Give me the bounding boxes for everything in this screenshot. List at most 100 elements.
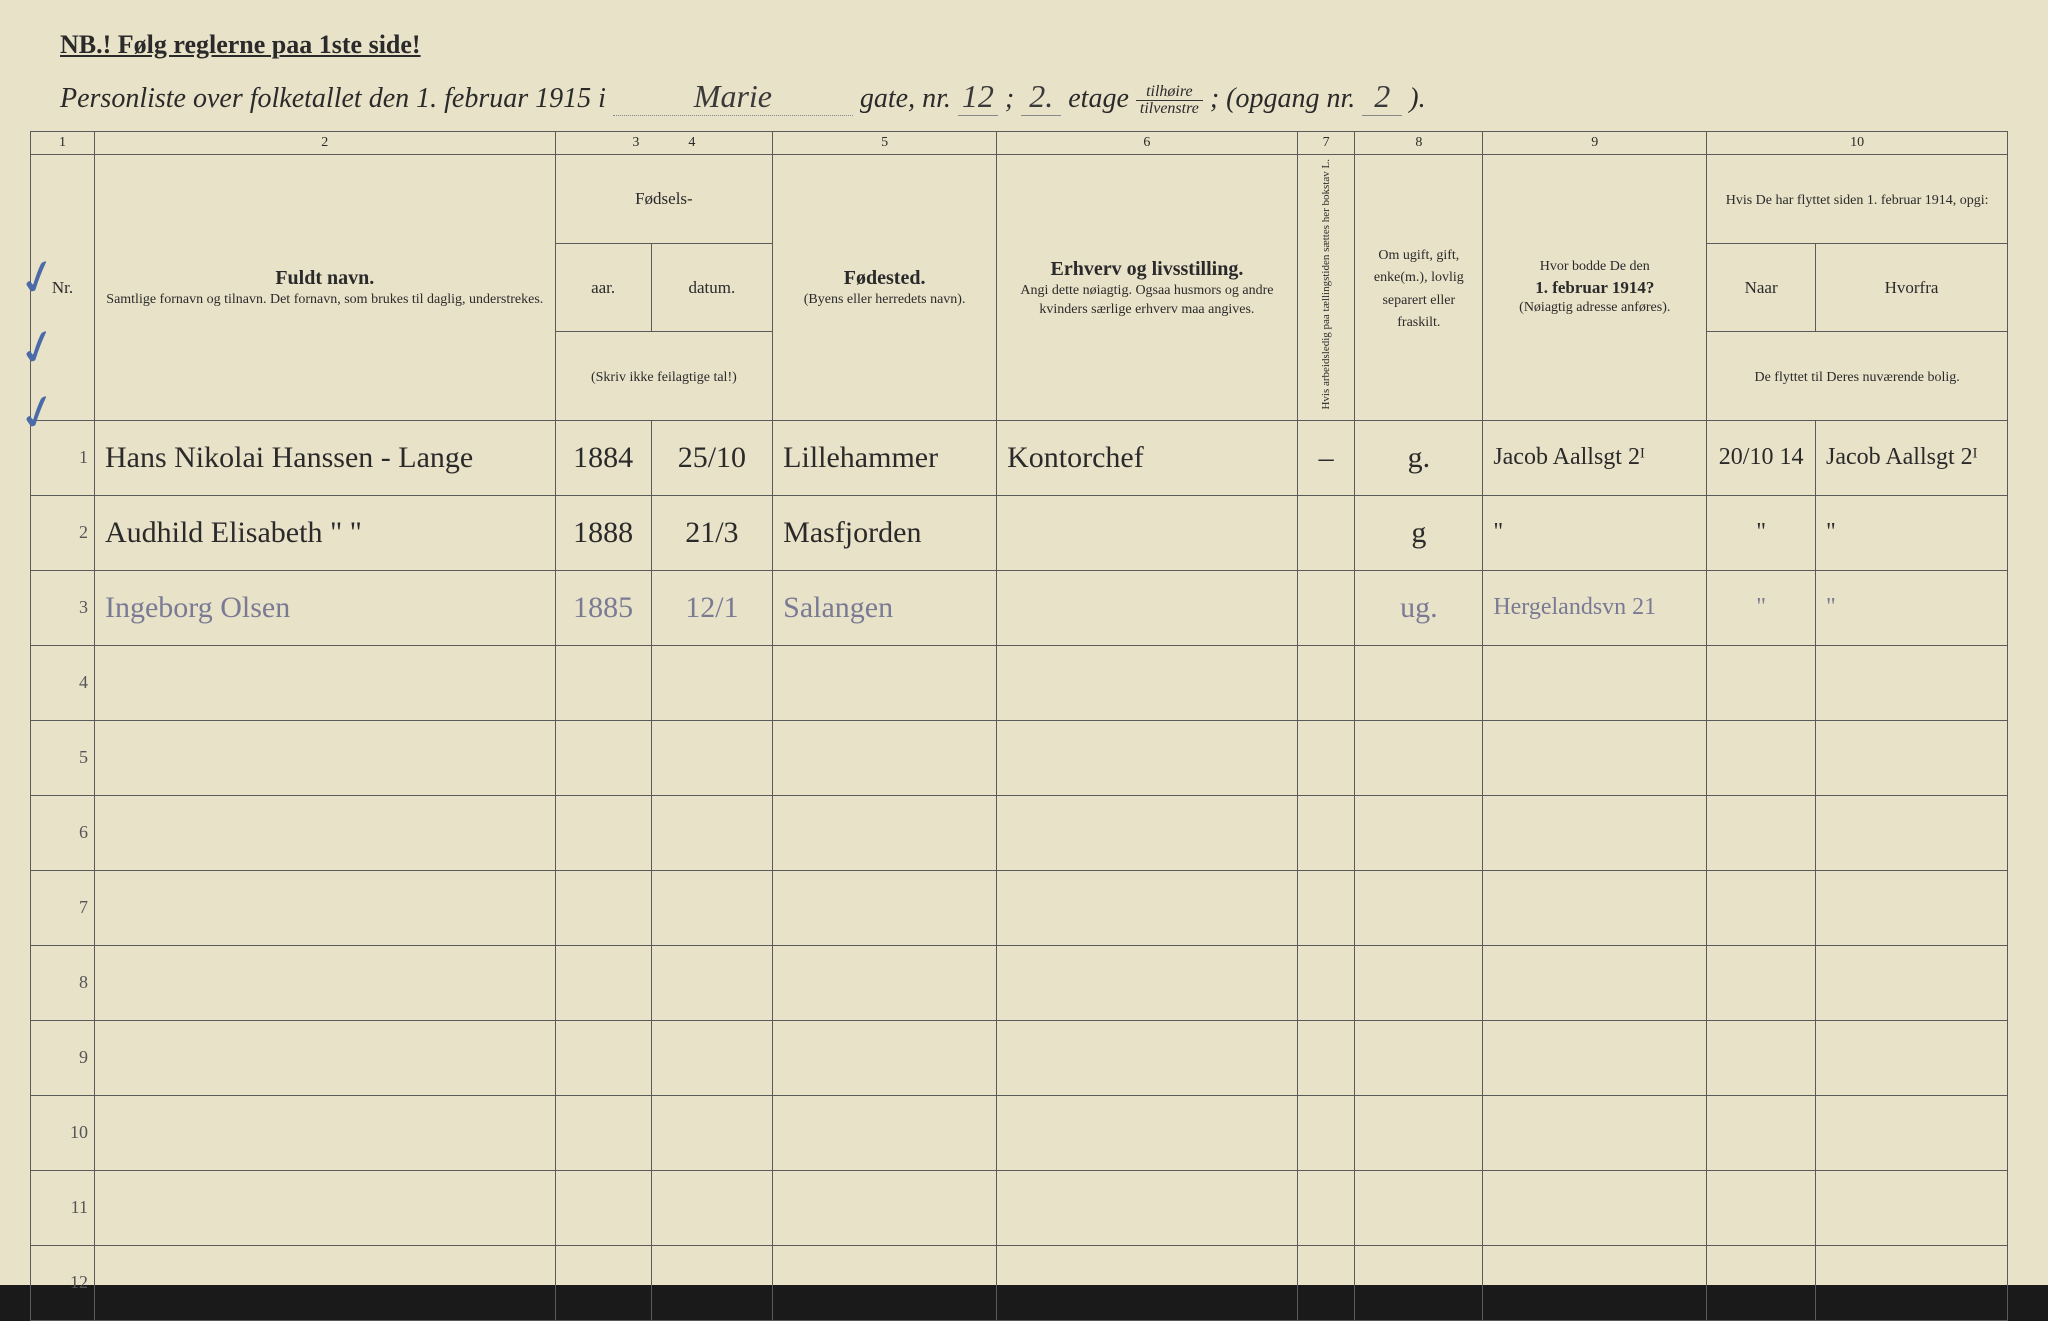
colnum-10: 10 [1707, 132, 2008, 155]
cell-col7 [1297, 1095, 1355, 1170]
row-number: 3 [31, 570, 95, 645]
cell-addr1914 [1483, 645, 1707, 720]
colnum-1: 1 [31, 132, 95, 155]
cell-date [651, 645, 773, 720]
cell-name: Audhild Elisabeth " " [94, 495, 555, 570]
cell-col7 [1297, 945, 1355, 1020]
hdr-fodested-sub: (Byens eller herredets navn). [779, 291, 990, 309]
sep2: ; [1210, 83, 1219, 114]
etage-label: etage [1068, 83, 1129, 114]
cell-moved-from [1816, 1245, 2008, 1320]
cell-moved-from [1816, 1170, 2008, 1245]
table-header: 1 2 3 4 5 6 7 8 9 10 Nr. Fuldt navn. Sam… [31, 132, 2008, 421]
cell-year: 1884 [555, 420, 651, 495]
colnum-5: 5 [773, 132, 997, 155]
etage-value: 2. [1021, 78, 1061, 116]
cell-addr1914 [1483, 1095, 1707, 1170]
cell-date [651, 720, 773, 795]
cell-year [555, 870, 651, 945]
cell-col7 [1297, 570, 1355, 645]
cell-date: 25/10 [651, 420, 773, 495]
cell-birthplace [773, 795, 997, 870]
side-top: tilhøire [1136, 84, 1203, 101]
hdr-datum: datum. [651, 243, 773, 331]
cell-occupation [997, 945, 1298, 1020]
colnum-34: 3 4 [555, 132, 773, 155]
colnum-9: 9 [1483, 132, 1707, 155]
row-number: 12 [31, 1245, 95, 1320]
cell-moved-from [1816, 720, 2008, 795]
cell-moved-from [1816, 645, 2008, 720]
cell-name: Hans Nikolai Hanssen - Lange [94, 420, 555, 495]
table-row: 5 [31, 720, 2008, 795]
cell-occupation [997, 645, 1298, 720]
cell-date [651, 1170, 773, 1245]
cell-marital [1355, 1020, 1483, 1095]
opgang-label: (opgang nr. [1226, 83, 1355, 114]
cell-date [651, 945, 773, 1020]
cell-addr1914 [1483, 1020, 1707, 1095]
cell-occupation [997, 1245, 1298, 1320]
cell-moved-when [1707, 870, 1816, 945]
cell-name [94, 1245, 555, 1320]
sep1: ; [1005, 83, 1014, 114]
hdr-col7: Hvis arbeidsledig paa tællingstiden sætt… [1297, 155, 1355, 421]
table-body: 1Hans Nikolai Hanssen - Lange188425/10Li… [31, 420, 2008, 1320]
cell-occupation [997, 495, 1298, 570]
cell-moved-when [1707, 1245, 1816, 1320]
census-form-page: ✓ ✓ ✓ NB.! Følg reglerne paa 1ste side! … [0, 0, 2048, 1285]
cell-marital: g [1355, 495, 1483, 570]
cell-col7 [1297, 1245, 1355, 1320]
table-row: 4 [31, 645, 2008, 720]
table-row: 10 [31, 1095, 2008, 1170]
hdr-erhverv-main: Erhverv og livsstilling. [1003, 256, 1291, 282]
hdr-fodested: Fødested. (Byens eller herredets navn). [773, 155, 997, 421]
hdr-erhverv: Erhverv og livsstilling. Angi dette nøia… [997, 155, 1298, 421]
cell-col7 [1297, 495, 1355, 570]
table-row: 2Audhild Elisabeth " "188821/3Masfjorden… [31, 495, 2008, 570]
hdr-col10-text: Hvis De har flyttet siden 1. februar 191… [1726, 193, 1989, 208]
row-number: 10 [31, 1095, 95, 1170]
hdr-col9-a: Hvor bodde De den [1489, 258, 1700, 276]
cell-birthplace: Lillehammer [773, 420, 997, 495]
closing-paren: ). [1409, 83, 1425, 114]
cell-moved-from [1816, 945, 2008, 1020]
cell-marital [1355, 1170, 1483, 1245]
street-name: Marie [613, 78, 853, 116]
title-line: Personliste over folketallet den 1. febr… [60, 78, 2008, 117]
cell-addr1914 [1483, 1245, 1707, 1320]
table-row: 11 [31, 1170, 2008, 1245]
cell-moved-when [1707, 645, 1816, 720]
row-number: 2 [31, 495, 95, 570]
hdr-col7-text: Hvis arbeidsledig paa tællingstiden sætt… [1320, 159, 1332, 410]
cell-moved-when: " [1707, 495, 1816, 570]
cell-col7 [1297, 870, 1355, 945]
cell-moved-from [1816, 1020, 2008, 1095]
cell-date: 12/1 [651, 570, 773, 645]
row-number: 9 [31, 1020, 95, 1095]
cell-name [94, 945, 555, 1020]
cell-marital [1355, 720, 1483, 795]
hdr-fodsels-note-text: (Skriv ikke feilagtige tal!) [591, 370, 737, 385]
table-row: 12 [31, 1245, 2008, 1320]
cell-col7 [1297, 795, 1355, 870]
cell-year [555, 645, 651, 720]
colnum-2: 2 [94, 132, 555, 155]
table-row: 6 [31, 795, 2008, 870]
cell-moved-from [1816, 795, 2008, 870]
cell-year [555, 1020, 651, 1095]
cell-birthplace [773, 1020, 997, 1095]
row-number: 11 [31, 1170, 95, 1245]
nb-instruction: NB.! Følg reglerne paa 1ste side! [60, 30, 2008, 60]
cell-col7 [1297, 1170, 1355, 1245]
hdr-col9-b: 1. februar 1914? [1489, 277, 1700, 299]
cell-marital [1355, 870, 1483, 945]
hdr-col8-text: Om ugift, gift, enke(m.), lovlig separer… [1374, 248, 1464, 330]
cell-birthplace [773, 720, 997, 795]
cell-year [555, 720, 651, 795]
colnum-7: 7 [1297, 132, 1355, 155]
cell-col7 [1297, 1020, 1355, 1095]
hdr-name-main: Fuldt navn. [101, 265, 549, 291]
hdr-col10-sub: De flyttet til Deres nuværende bolig. [1707, 332, 2008, 421]
cell-moved-from: " [1816, 495, 2008, 570]
